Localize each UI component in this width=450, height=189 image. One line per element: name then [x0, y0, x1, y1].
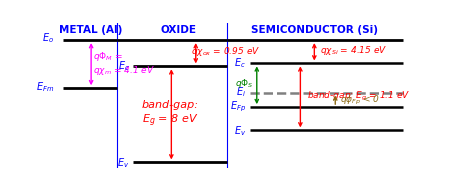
Text: q$\phi$$_{Fp}$ < 0: q$\phi$$_{Fp}$ < 0	[341, 94, 381, 107]
Text: METAL (Al): METAL (Al)	[59, 25, 123, 35]
Text: OXIDE: OXIDE	[160, 25, 196, 35]
Text: q$\Phi$$_M$ =
q$\chi$$_m$ = 4.1 eV: q$\Phi$$_M$ = q$\chi$$_m$ = 4.1 eV	[93, 50, 155, 77]
Text: E$_v$: E$_v$	[117, 156, 130, 170]
Text: band-gap:
E$_g$ = 8 eV: band-gap: E$_g$ = 8 eV	[142, 100, 199, 129]
Text: q$\Phi$$_S$: q$\Phi$$_S$	[234, 77, 253, 90]
Text: E$_i$: E$_i$	[236, 85, 246, 99]
Text: E$_o$: E$_o$	[42, 31, 54, 45]
Text: E$_{Fm}$: E$_{Fm}$	[36, 81, 54, 94]
Text: E$_{Fp}$: E$_{Fp}$	[230, 99, 246, 114]
Text: SEMICONDUCTOR (Si): SEMICONDUCTOR (Si)	[251, 25, 378, 35]
Text: E$_c$: E$_c$	[234, 56, 246, 70]
Text: q$\chi$$_{Si}$ = 4.15 eV: q$\chi$$_{Si}$ = 4.15 eV	[320, 44, 387, 57]
Text: q$\chi$$_{ox}$ = 0.95 eV: q$\chi$$_{ox}$ = 0.95 eV	[190, 45, 260, 58]
Text: band-gap: E$_g$ = 1.1 eV: band-gap: E$_g$ = 1.1 eV	[307, 90, 411, 103]
Text: E$_c$: E$_c$	[117, 59, 130, 73]
Text: E$_v$: E$_v$	[234, 124, 246, 138]
